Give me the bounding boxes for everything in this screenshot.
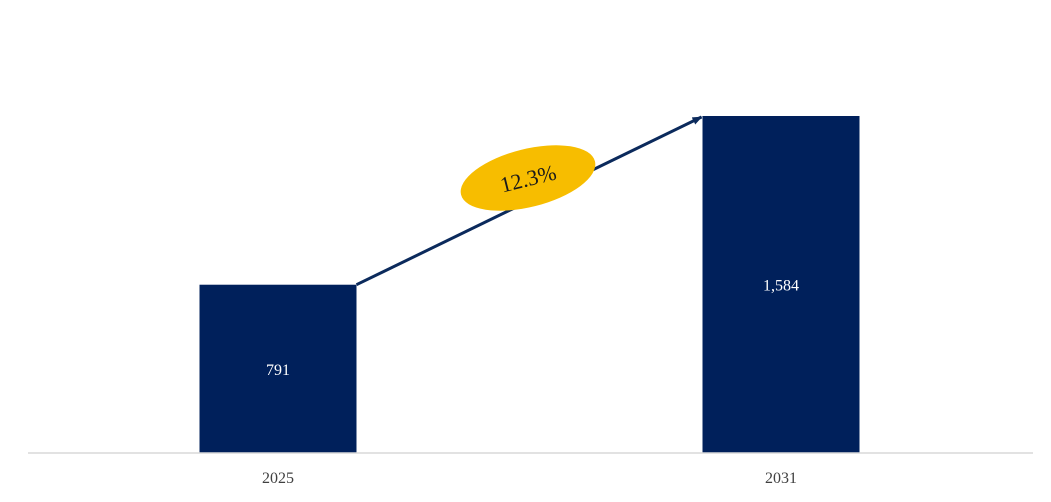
bar-value-label-2025: 791	[266, 362, 290, 379]
x-tick-label-2025: 2025	[262, 470, 294, 487]
x-tick-labels: 2025 2031	[262, 470, 797, 487]
bar-2031	[702, 116, 860, 453]
bar-value-label-2031: 1,584	[763, 278, 799, 295]
bar-2025	[199, 284, 357, 453]
cagr-badge: 12.3%	[460, 145, 596, 211]
x-tick-label-2031: 2031	[765, 470, 797, 487]
bars-group: 791 1,584	[199, 116, 860, 453]
cagr-badge-ellipse	[460, 145, 596, 211]
